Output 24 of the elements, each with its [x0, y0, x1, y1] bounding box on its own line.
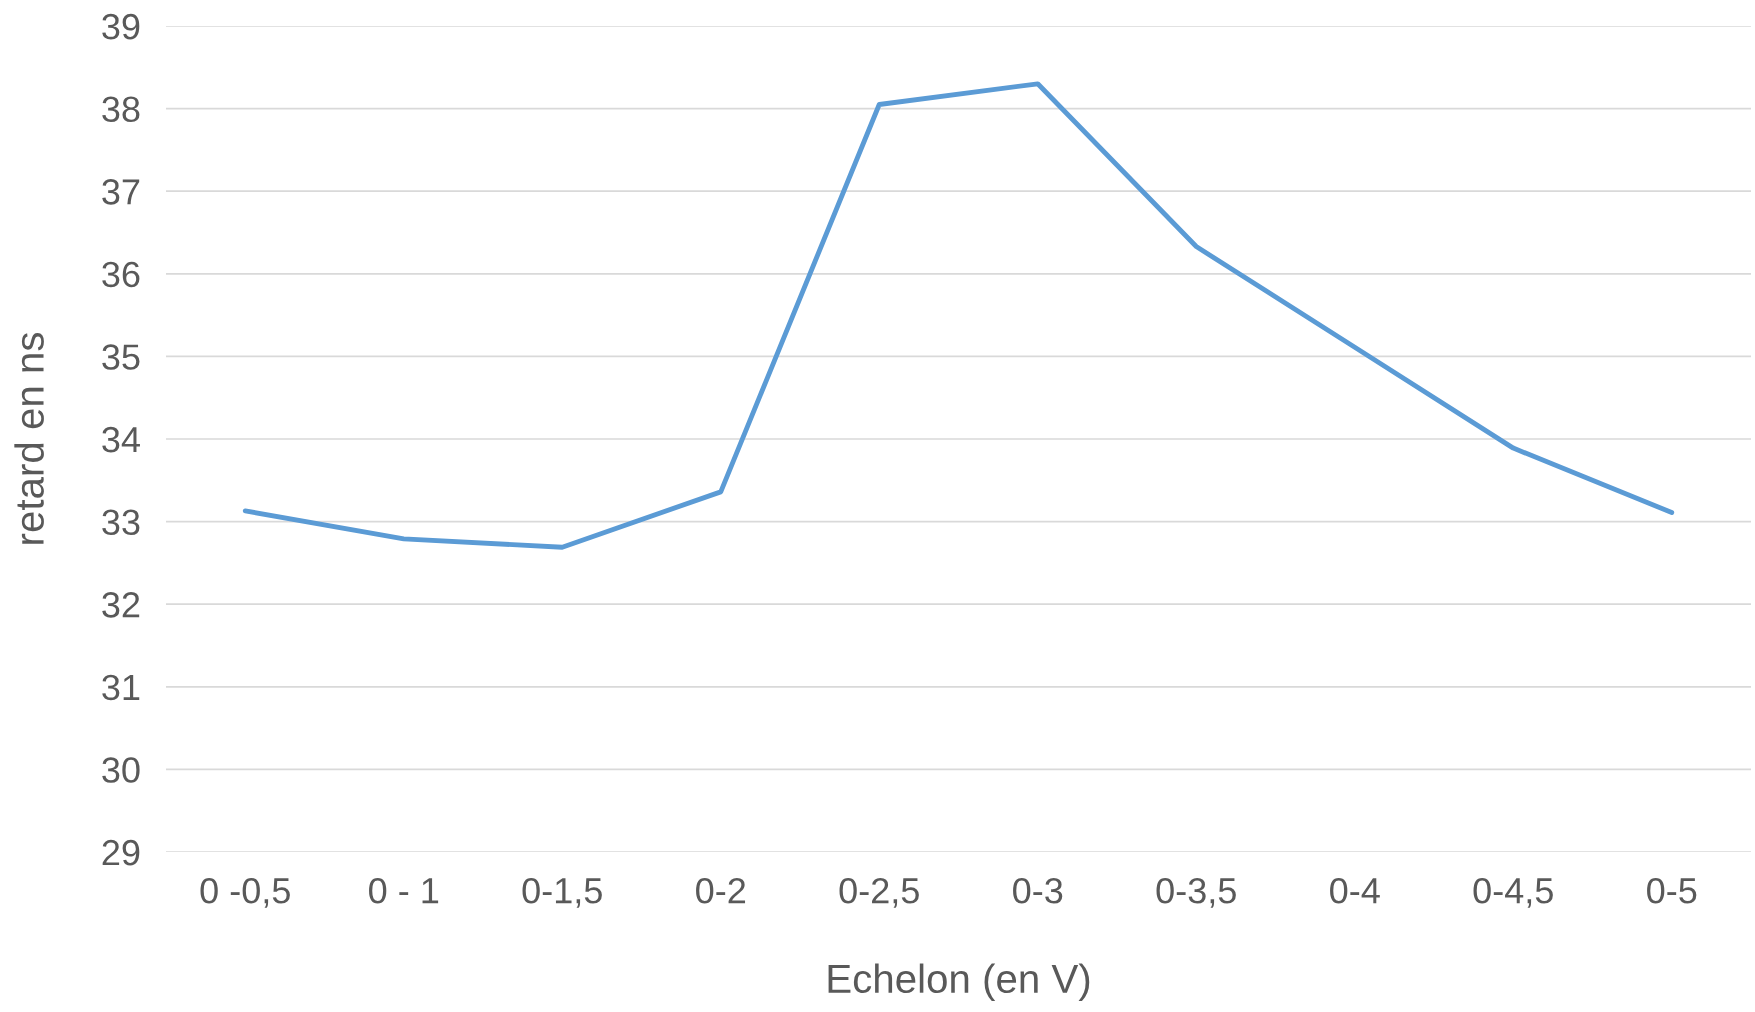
- y-tick-label: 35: [102, 344, 140, 370]
- x-tick-label: 0 -0,5: [200, 877, 290, 908]
- y-tick-label: 36: [102, 261, 140, 288]
- y-tick-label: 34: [102, 426, 140, 453]
- y-tick-label: 38: [102, 96, 140, 123]
- x-tick-label: 0-4: [1330, 877, 1380, 904]
- y-tick-label: 33: [102, 509, 140, 536]
- y-tick-label: 37: [102, 179, 140, 205]
- x-tick-label: 0-2,5: [839, 877, 919, 908]
- x-tick-label: 0-5: [1647, 877, 1697, 904]
- y-tick-label: 30: [102, 757, 140, 783]
- x-tick-label: 0-3,5: [1156, 877, 1236, 908]
- y-tick-label: 31: [102, 674, 140, 701]
- x-tick-label: 0-1,5: [522, 877, 602, 908]
- x-tick-label: 0 - 1: [369, 877, 439, 904]
- y-tick-label: 32: [102, 592, 140, 618]
- y-tick-label: 29: [102, 839, 140, 866]
- line-series: [242, 81, 1675, 550]
- y-axis-title: retard en ns: [14, 332, 44, 544]
- x-axis-title: Echelon (en V): [828, 963, 1090, 1002]
- x-tick-label: 0-4,5: [1473, 877, 1553, 908]
- x-tick-label: 0-2: [696, 877, 746, 904]
- x-tick-label: 0-3: [1013, 877, 1063, 904]
- y-tick-label: 39: [102, 13, 140, 40]
